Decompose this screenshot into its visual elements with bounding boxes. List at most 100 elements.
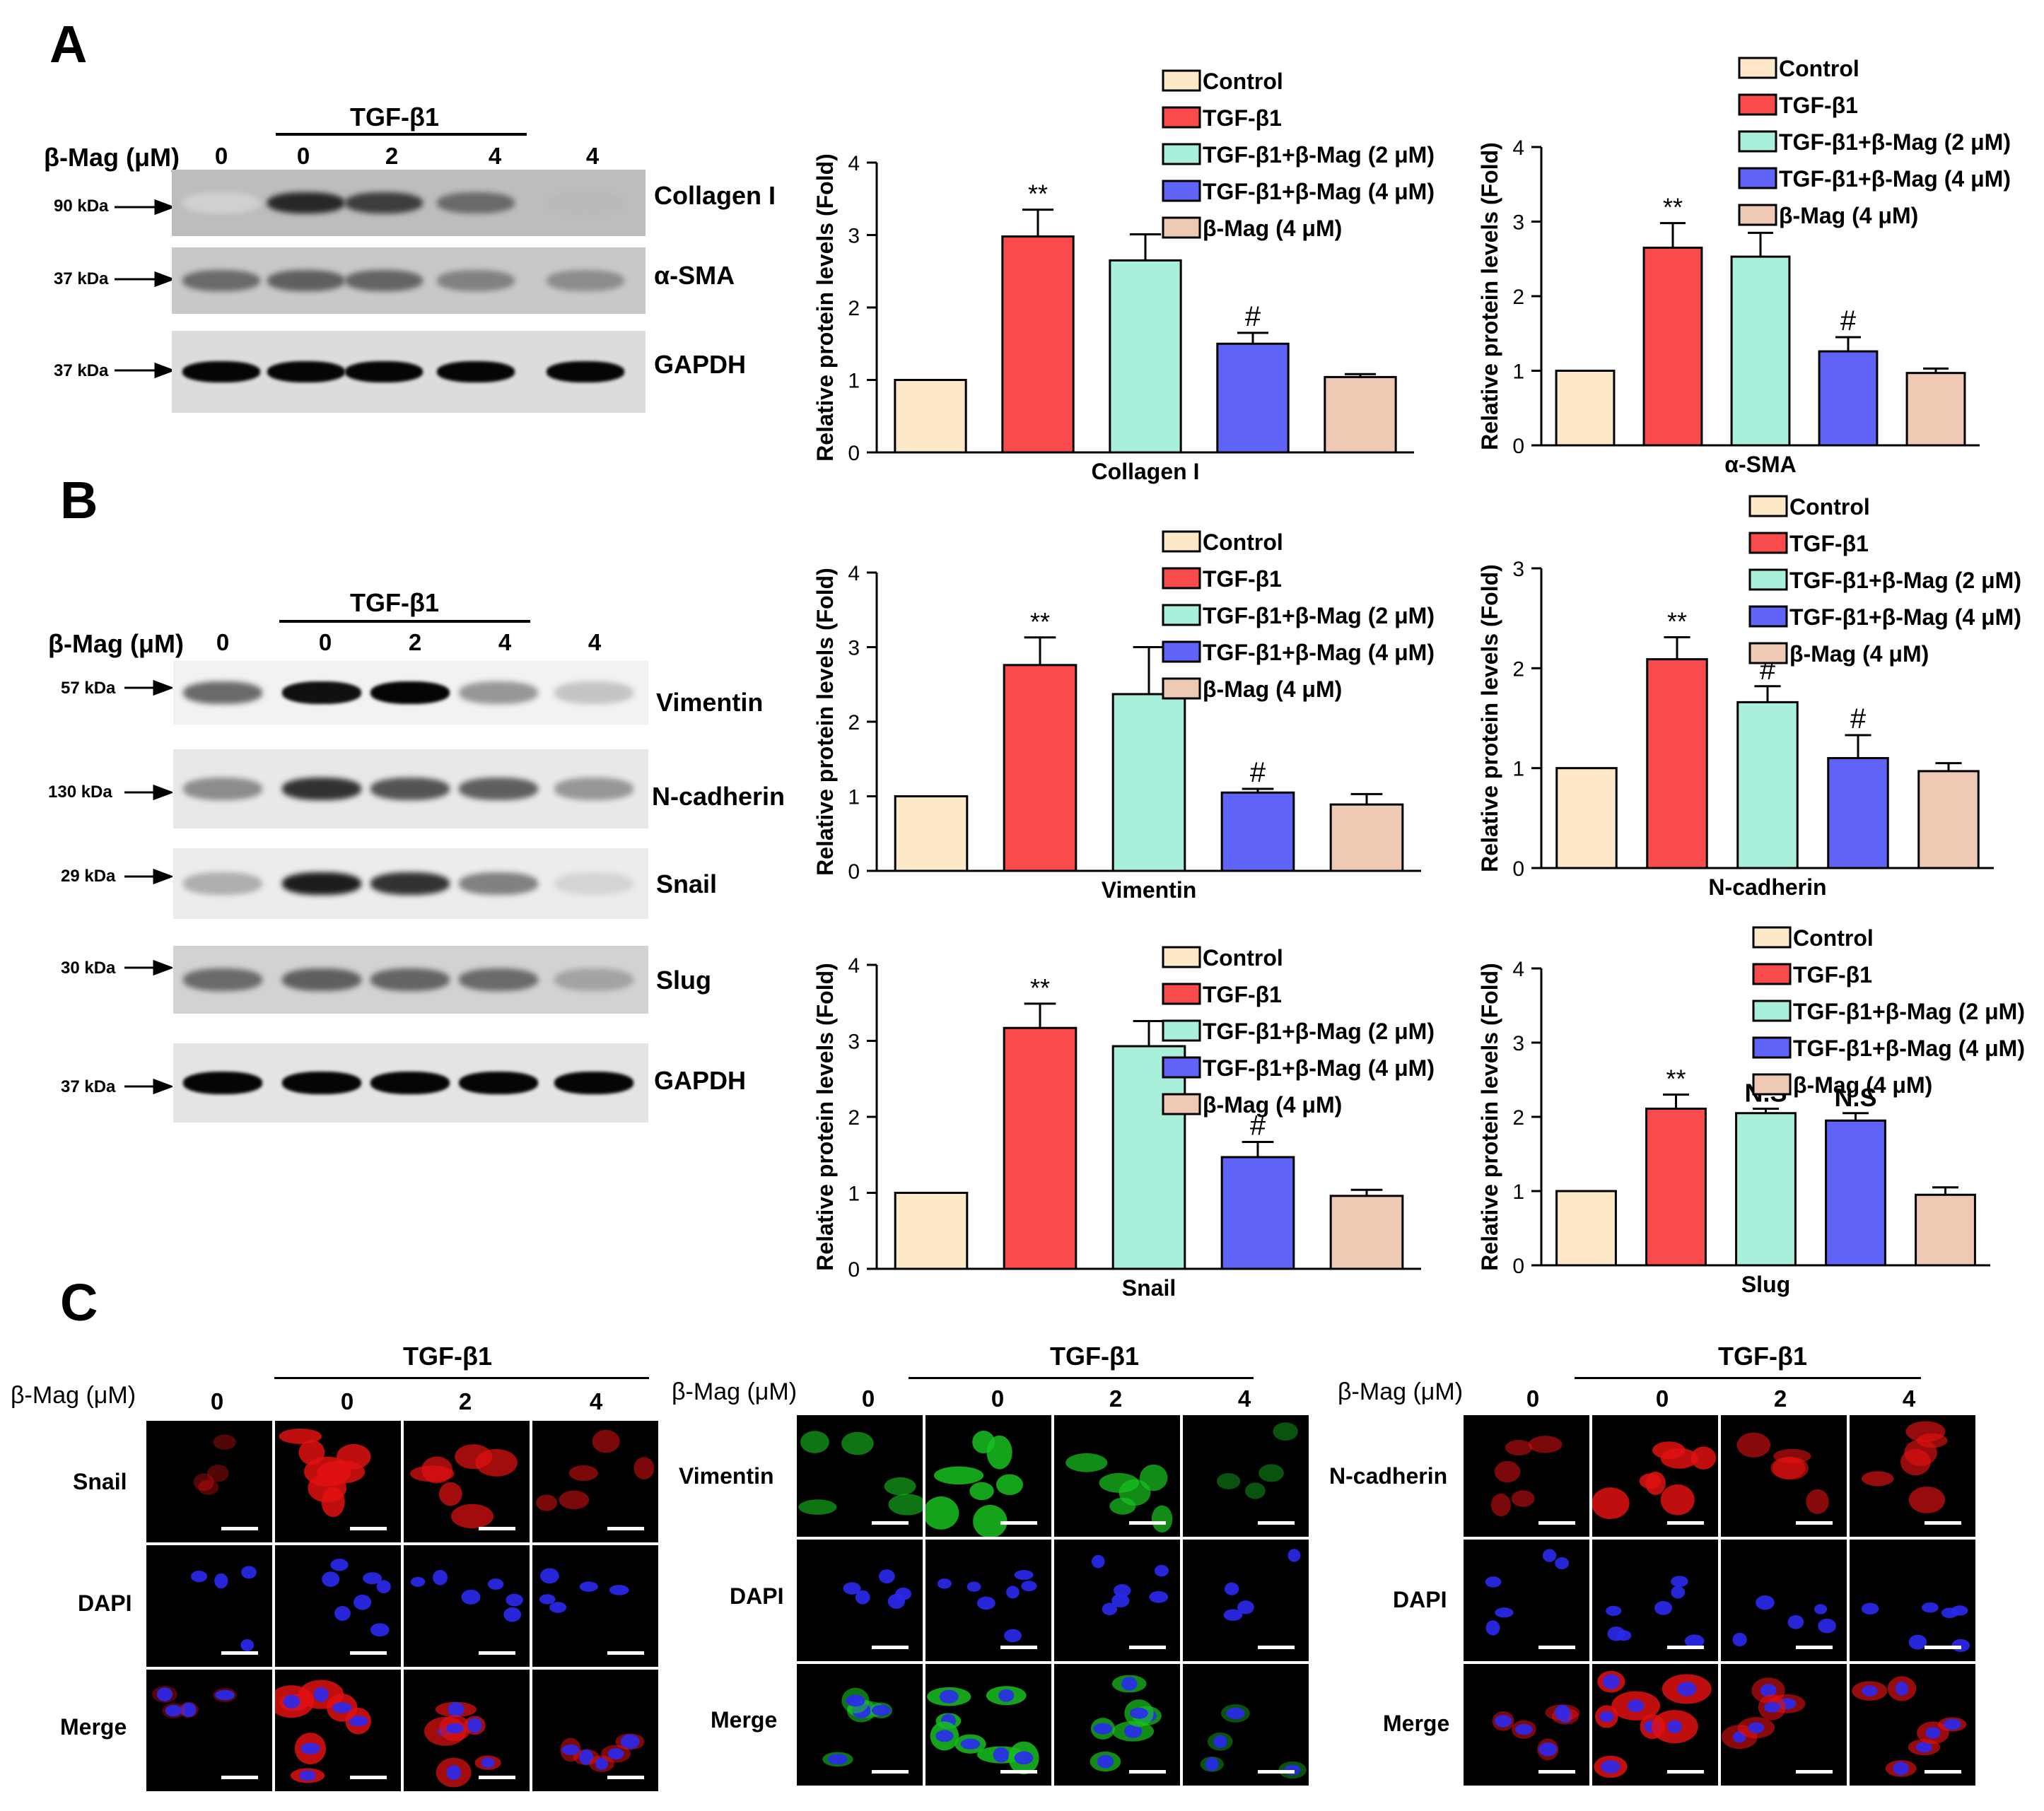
bar: [1001, 235, 1075, 454]
x-axis-label: Collagen I: [1092, 459, 1200, 484]
micrograph-snail-2: [404, 1421, 530, 1542]
legend-label: TGF-β1+β-Mag (2 μM): [1203, 603, 1435, 628]
nucleus: [241, 1566, 257, 1579]
nucleus: [976, 1596, 995, 1610]
stain-signal: [321, 1487, 345, 1518]
legend-label: β-Mag (4 μM): [1203, 216, 1342, 241]
micrograph-dapi-3: [532, 1545, 658, 1667]
legend-label: β-Mag (4 μM): [1203, 676, 1342, 702]
bar: [1329, 803, 1404, 872]
stain-signal: [969, 1482, 994, 1501]
scale-bar: [1258, 1770, 1295, 1774]
y-tick-label: 2: [848, 711, 860, 734]
stain-signal: [193, 1473, 214, 1491]
stain-signal: [1660, 1484, 1695, 1516]
bar: [1827, 757, 1889, 869]
legend-swatch: [1162, 1093, 1201, 1115]
nucleus: [998, 1689, 1015, 1702]
bar: [1111, 1045, 1186, 1270]
blot-band: [282, 681, 361, 704]
protein-label: Collagen I: [654, 181, 776, 210]
nucleus: [1102, 1602, 1118, 1616]
micrograph-merge-3: [1850, 1664, 1975, 1786]
y-axis-label: Relative protein levels (Fold): [812, 963, 838, 1271]
bar: [1825, 1119, 1886, 1267]
scale-bar: [221, 1776, 258, 1779]
y-tick-label: 4: [1512, 958, 1524, 981]
chart-slug: 0 1 2 3 4 Relative protein levels (Fold) Slug *…: [1428, 912, 2044, 1315]
micrograph-merge-1: [1592, 1664, 1718, 1786]
nucleus: [1627, 1699, 1645, 1713]
stain-signal: [337, 1443, 371, 1470]
scale-bar: [350, 1651, 387, 1655]
legend-swatch: [1748, 532, 1788, 554]
legend-swatch: [1162, 604, 1201, 626]
blot-n-cadherin: [173, 749, 648, 828]
beta-mag-label: β-Mag (μM): [1338, 1378, 1464, 1405]
micrograph-snail-0: [146, 1421, 272, 1542]
nucleus: [1862, 1685, 1878, 1696]
y-tick-label: 0: [1512, 1255, 1524, 1278]
y-tick-label: 3: [848, 225, 860, 248]
nucleus: [1224, 1582, 1239, 1595]
stain-row-label: Merge: [1383, 1711, 1450, 1736]
legend-swatch: [1162, 106, 1201, 129]
bar: [1736, 701, 1799, 869]
nucleus: [1538, 1742, 1558, 1757]
blot-band: [370, 872, 450, 895]
nucleus: [1205, 1757, 1219, 1771]
legend-swatch: [1162, 1019, 1201, 1042]
nucleus: [376, 1580, 391, 1594]
stain-row-label: N-cadherin: [1329, 1463, 1448, 1489]
tgf-bracket-line: [274, 1377, 649, 1379]
legend-label: β-Mag (4 μM): [1789, 641, 1929, 667]
blot-collagen-i: [172, 170, 646, 236]
nucleus: [579, 1749, 594, 1765]
stain-signal: [1258, 1464, 1284, 1482]
tgf-header: TGF-β1: [1050, 1342, 1139, 1371]
legend-swatch: [1162, 143, 1201, 165]
legend: Control TGF-β1 TGF-β1+β-Mag (2 μM) TGF-β1+β…: [1748, 494, 2021, 667]
y-tick-label: 0: [1512, 857, 1524, 881]
stain-signal: [207, 1465, 229, 1482]
stain-signal: [1592, 1487, 1630, 1520]
nucleus: [300, 1742, 320, 1754]
legend-label: TGF-β1+β-Mag (2 μM): [1789, 568, 2021, 593]
significance-mark: #: [1250, 1110, 1266, 1141]
nucleus: [1602, 1674, 1620, 1689]
micrograph-n-cadherin-0: [1464, 1415, 1589, 1537]
nucleus: [215, 1689, 235, 1701]
blot-vimentin: [173, 661, 648, 725]
protein-label: α-SMA: [654, 261, 735, 290]
stain-signal: [1119, 1479, 1151, 1506]
micrograph-dapi-2: [1054, 1540, 1180, 1661]
confocal-n-cadherin: TGF-β1 β-Mag (μM) 0 0 2 4 N-cadherin DAP…: [1329, 1336, 2036, 1795]
blot-band: [437, 192, 515, 213]
stain-signal: [798, 1499, 837, 1515]
scale-bar: [1667, 1521, 1704, 1525]
y-tick-label: 0: [848, 1258, 860, 1282]
legend-swatch: [1738, 130, 1777, 153]
blot-band: [437, 270, 515, 291]
bar: [1915, 1193, 1976, 1267]
micrograph-snail-1: [275, 1421, 401, 1542]
scale-bar: [872, 1770, 909, 1774]
bar: [1642, 246, 1703, 447]
significance-mark: #: [1840, 305, 1857, 336]
nucleus: [1925, 1727, 1941, 1739]
nucleus: [503, 1607, 522, 1622]
stain-signal: [1773, 1456, 1809, 1480]
scale-bar: [1796, 1521, 1833, 1525]
nucleus: [878, 1569, 895, 1583]
nucleus: [1485, 1576, 1502, 1588]
stain-signal: [1862, 1471, 1894, 1487]
stain-signal: [973, 1504, 1008, 1537]
scale-bar: [1796, 1646, 1833, 1649]
micrograph-merge-0: [1464, 1664, 1589, 1786]
nucleus: [540, 1568, 559, 1584]
nucleus: [846, 1694, 865, 1707]
micrograph-vimentin-3: [1183, 1415, 1309, 1537]
beta-mag-label: β-Mag (μM): [11, 1382, 136, 1409]
nucleus: [1093, 1723, 1113, 1735]
lane-label: 0: [1526, 1385, 1540, 1412]
